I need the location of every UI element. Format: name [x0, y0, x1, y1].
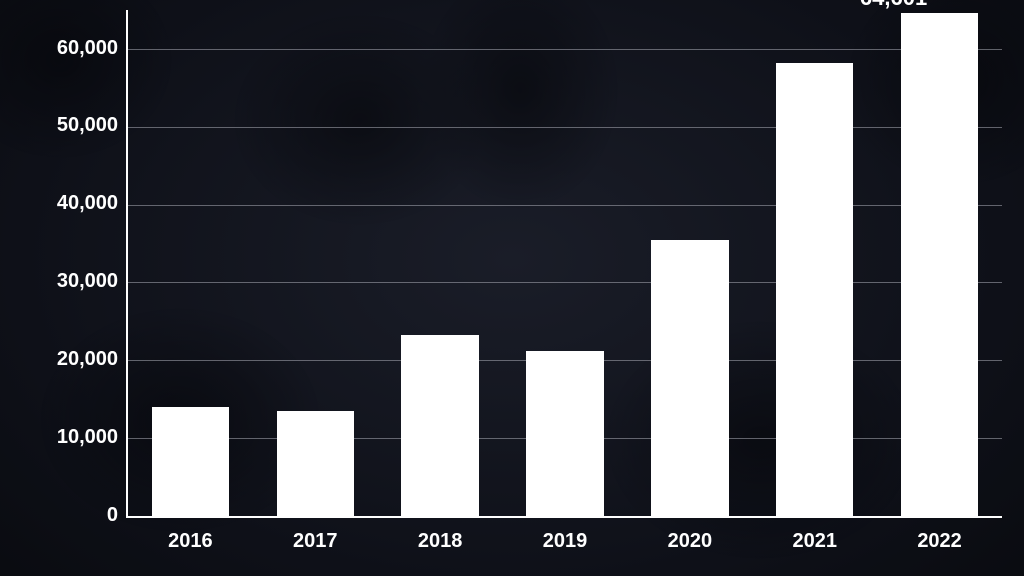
x-tick-label: 2022 [917, 530, 962, 553]
gridline [128, 49, 1002, 50]
y-tick-label: 40,000 [57, 192, 118, 215]
gridline [128, 205, 1002, 206]
y-tick-label: 50,000 [57, 114, 118, 137]
bar [901, 13, 978, 516]
bar [401, 335, 478, 516]
bar-chart: 0 10,000 20,000 30,000 40,000 50,000 60,000 201… [0, 0, 1024, 576]
x-tick-label: 2020 [668, 530, 713, 553]
x-tick-label: 2019 [543, 530, 588, 553]
gridline [128, 127, 1002, 128]
bar [277, 411, 354, 516]
x-tick-label: 2017 [293, 530, 338, 553]
y-tick-label: 30,000 [57, 270, 118, 293]
y-tick-label: 20,000 [57, 348, 118, 371]
x-tick-label: 2018 [418, 530, 463, 553]
bar [651, 240, 728, 516]
gridline [128, 282, 1002, 283]
y-tick-label: 0 [107, 504, 118, 527]
y-axis-line [126, 10, 128, 518]
bar [152, 407, 229, 516]
bar-value-label: 64,601 [860, 0, 927, 11]
x-tick-label: 2016 [168, 530, 213, 553]
bar [526, 351, 603, 516]
x-axis-line [126, 516, 1002, 518]
y-tick-label: 10,000 [57, 426, 118, 449]
bar [776, 63, 853, 516]
x-tick-label: 2021 [792, 530, 837, 553]
y-tick-label: 60,000 [57, 37, 118, 60]
